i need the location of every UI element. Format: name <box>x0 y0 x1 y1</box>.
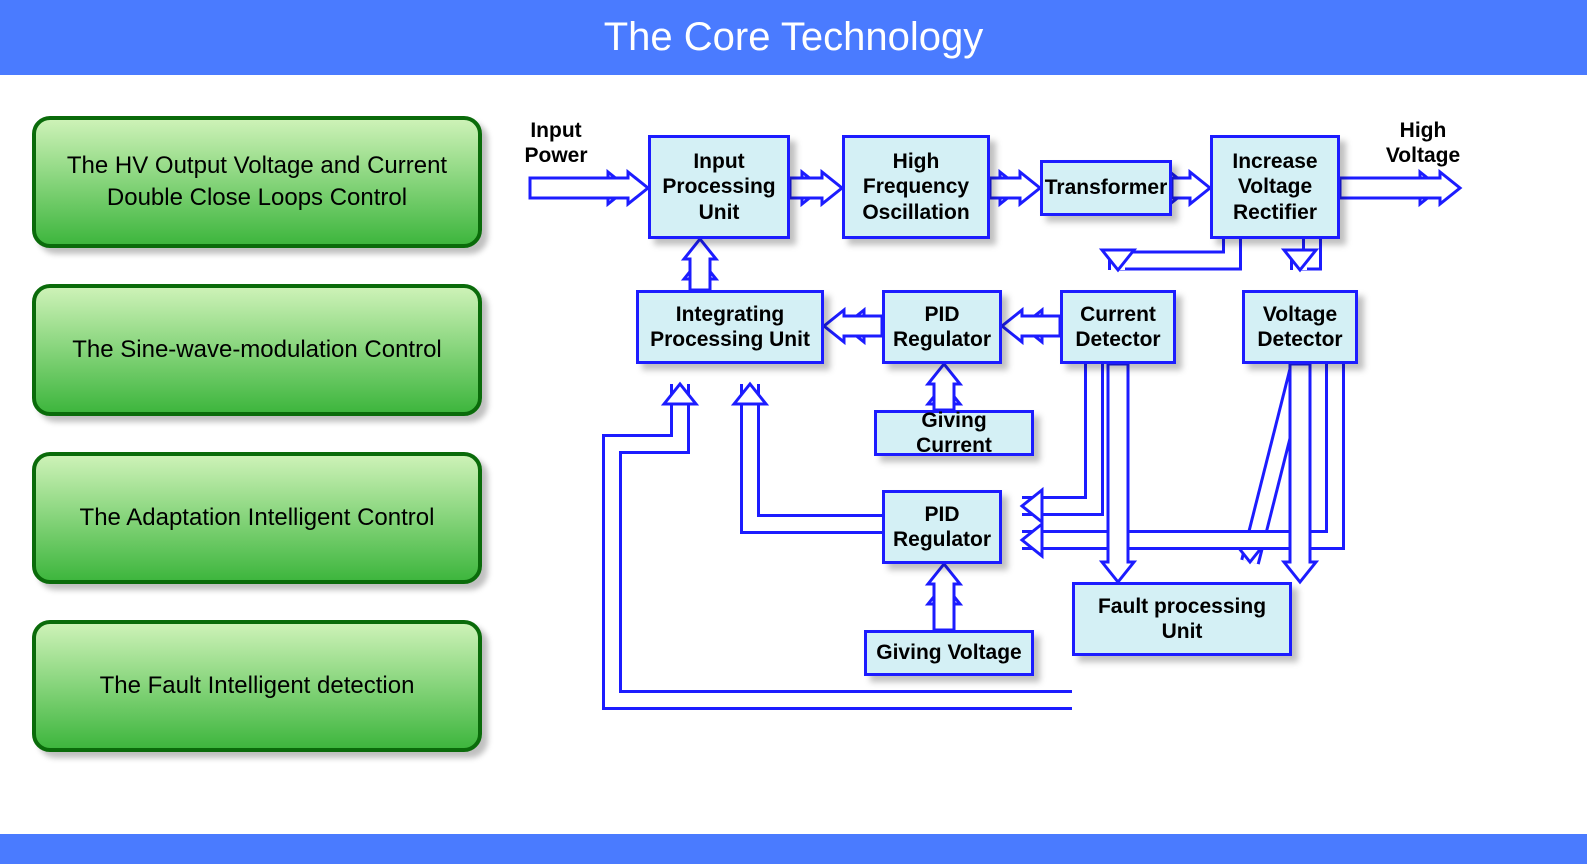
e-pid1-to-integrating-poly <box>824 310 882 342</box>
card-adapt-label: The Adaptation Intelligent Control <box>80 502 435 534</box>
node-volt-detector-label: Voltage Detector <box>1251 302 1349 352</box>
node-integrating: Integrating Processing Unit <box>636 290 824 364</box>
e-volt-det-to-fault-poly <box>1284 364 1316 582</box>
card-hv-loops: The HV Output Voltage and Current Double… <box>32 116 482 248</box>
e-integrating-to-input-proc-poly <box>684 239 716 290</box>
label-input-power-text: Input Power <box>524 119 587 167</box>
e-volt-det-to-fault <box>1250 364 1300 562</box>
label-high-voltage: High Voltage <box>1378 118 1468 168</box>
node-integrating-label: Integrating Processing Unit <box>645 302 815 352</box>
e-input-proc-to-hifreq-poly <box>790 172 842 204</box>
e-rectifier-to-output-poly <box>1340 172 1460 204</box>
e-rectifier-to-cur-det <box>1118 239 1232 270</box>
card-fault-label: The Fault Intelligent detection <box>100 670 415 702</box>
node-giving-current: Giving Current <box>874 410 1034 456</box>
node-cur-detector: Current Detector <box>1060 290 1176 364</box>
node-pid1-label: PID Regulator <box>891 302 993 352</box>
node-transformer-label: Transformer <box>1045 175 1168 200</box>
node-rectifier: Increase Voltage Rectifier <box>1210 135 1340 239</box>
node-pid1: PID Regulator <box>882 290 1002 364</box>
label-high-voltage-text: High Voltage <box>1386 119 1460 167</box>
footer-banner <box>0 834 1587 864</box>
node-transformer: Transformer <box>1040 160 1172 216</box>
e-cur-det-to-pid1-poly <box>1002 310 1060 342</box>
node-fault-unit: Fault processing Unit <box>1072 582 1292 656</box>
page-title: The Core Technology <box>604 15 984 60</box>
card-sine-label: The Sine-wave-modulation Control <box>72 334 442 366</box>
node-giving-voltage-label: Giving Voltage <box>876 640 1021 665</box>
node-cur-detector-label: Current Detector <box>1069 302 1167 352</box>
e-volt-det-to-pid2 <box>1022 364 1335 540</box>
e-pid2-to-integrating <box>750 384 882 524</box>
e-giving-current-to-pid1-poly <box>928 364 960 410</box>
e-cur-det-to-fault-poly <box>1102 364 1134 582</box>
card-fault: The Fault Intelligent detection <box>32 620 482 752</box>
node-giving-current-label: Giving Current <box>883 408 1025 458</box>
e-hifreq-to-transformer-poly <box>990 172 1040 204</box>
node-pid2-label: PID Regulator <box>891 502 993 552</box>
label-input-power: Input Power <box>520 118 592 168</box>
e-input-power-to-input-proc-poly <box>530 172 648 204</box>
e-rectifier-to-volt-det <box>1300 239 1312 270</box>
card-hv-loops-label: The HV Output Voltage and Current Double… <box>56 150 458 215</box>
e-transformer-to-rectifier-poly <box>1172 172 1210 204</box>
node-hifreq: High Frequency Oscillation <box>842 135 990 239</box>
node-hifreq-label: High Frequency Oscillation <box>851 149 981 225</box>
node-volt-detector: Voltage Detector <box>1242 290 1358 364</box>
node-giving-voltage: Giving Voltage <box>864 630 1034 676</box>
node-pid2: PID Regulator <box>882 490 1002 564</box>
card-sine: The Sine-wave-modulation Control <box>32 284 482 416</box>
node-rectifier-label: Increase Voltage Rectifier <box>1219 149 1331 225</box>
card-adapt: The Adaptation Intelligent Control <box>32 452 482 584</box>
e-giving-voltage-to-pid2-poly <box>928 564 960 630</box>
header-banner: The Core Technology <box>0 0 1587 75</box>
node-input-proc-label: Input Processing Unit <box>657 149 781 225</box>
node-input-proc: Input Processing Unit <box>648 135 790 239</box>
node-fault-unit-label: Fault processing Unit <box>1081 594 1283 644</box>
